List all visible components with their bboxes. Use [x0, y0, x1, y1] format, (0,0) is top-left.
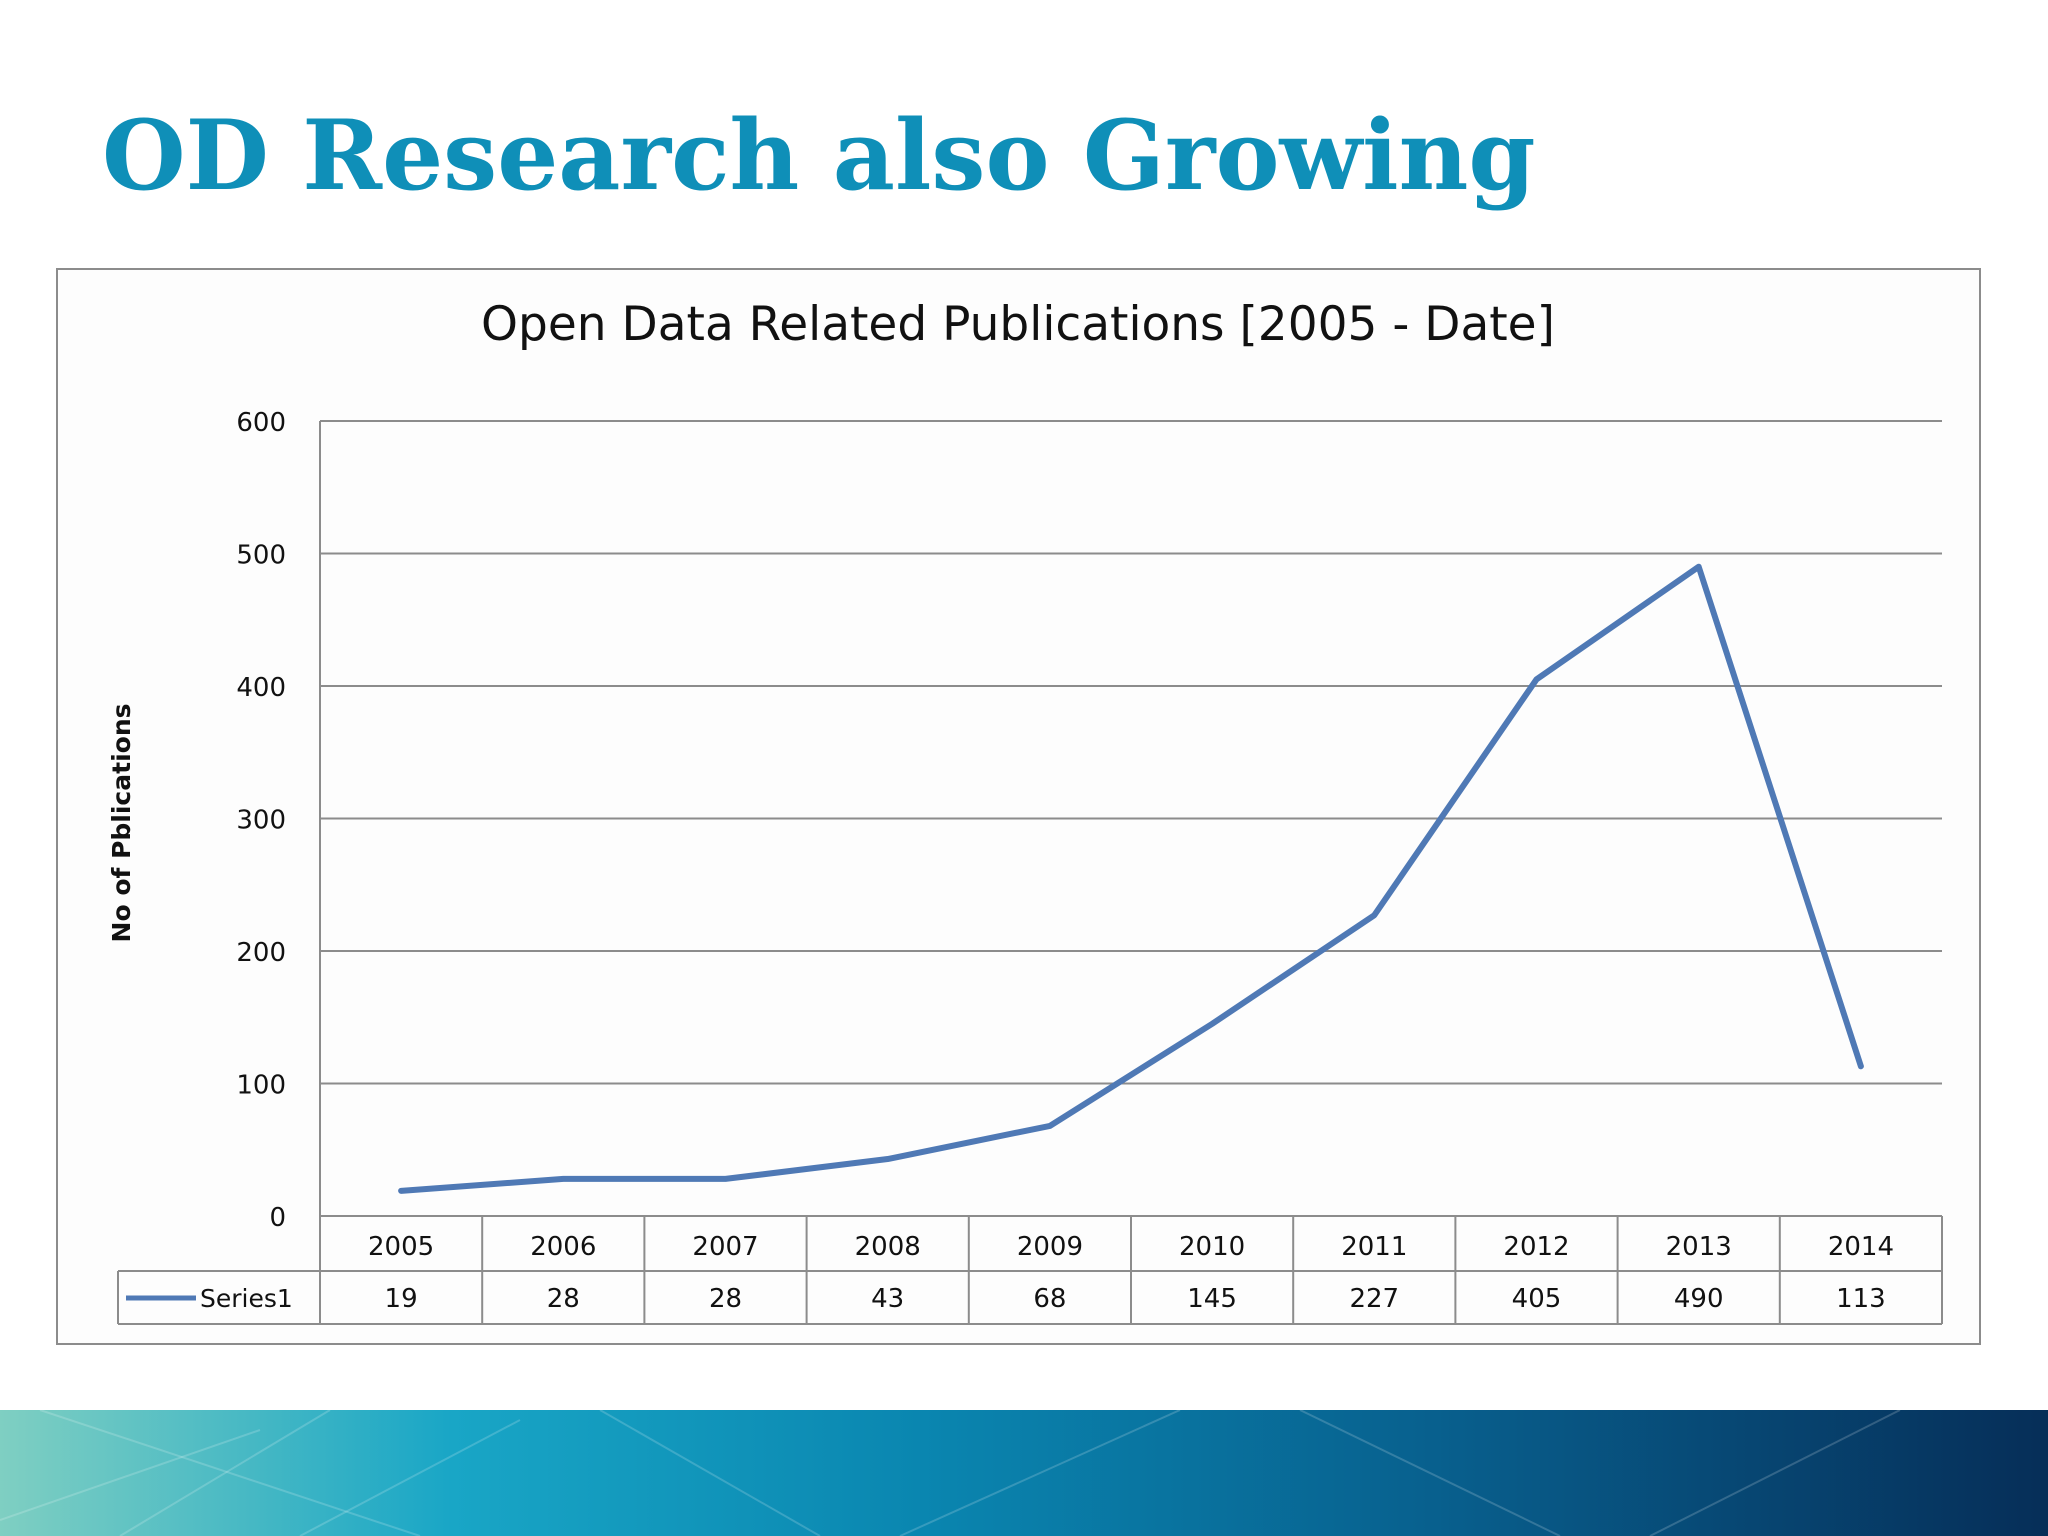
data-table: 2005 2006 2007 2008 2009 2010 2011 2012 2013 2014…: [117, 1215, 1943, 1325]
data-point: [1858, 1064, 1863, 1069]
y-tick-label: 100: [236, 1071, 286, 1101]
data-point: [1534, 677, 1539, 682]
y-axis-label: No of Pblications: [107, 704, 136, 943]
data-point: [1047, 1123, 1052, 1128]
x-tick-label: 2010: [1179, 1232, 1245, 1262]
data-label: 43: [871, 1284, 904, 1314]
y-tick-label: 300: [236, 806, 286, 836]
data-point: [399, 1188, 404, 1193]
data-point: [723, 1176, 728, 1181]
footer-pattern: [0, 1410, 1901, 1536]
x-tick-label: 2008: [855, 1232, 921, 1262]
y-tick-label: 500: [236, 541, 286, 571]
data-label: 405: [1512, 1284, 1562, 1314]
chart-frame: Open Data Related Publications [2005 - D…: [56, 268, 1981, 1345]
data-label: 19: [385, 1284, 418, 1314]
data-label: 68: [1033, 1284, 1066, 1314]
x-tick-label: 2011: [1341, 1232, 1407, 1262]
legend-label: Series1: [200, 1284, 293, 1313]
x-tick-label: 2006: [530, 1232, 596, 1262]
data-label: 28: [709, 1284, 742, 1314]
data-point: [561, 1176, 566, 1181]
y-tick-label: 400: [236, 673, 286, 703]
x-tick-label: 2013: [1666, 1232, 1732, 1262]
x-tick-label: 2005: [368, 1232, 434, 1262]
data-label: 227: [1349, 1284, 1399, 1314]
gridlines: [319, 420, 1942, 1216]
data-label: 113: [1836, 1284, 1886, 1314]
footer-band: [0, 1410, 2048, 1536]
slide-title: OD Research also Growing: [102, 99, 1536, 212]
line-chart: Open Data Related Publications [2005 - D…: [107, 297, 1943, 1325]
x-tick-label: 2014: [1828, 1232, 1894, 1262]
y-tick-label: 0: [269, 1203, 286, 1233]
y-tick-label: 600: [236, 408, 286, 438]
data-point: [1696, 564, 1701, 569]
data-label: 490: [1674, 1284, 1724, 1314]
data-label: 28: [547, 1284, 580, 1314]
series-layer: [398, 563, 1864, 1194]
data-point: [1210, 1021, 1215, 1026]
x-tick-label: 2009: [1017, 1232, 1083, 1262]
data-point: [1372, 913, 1377, 918]
chart-title: Open Data Related Publications [2005 - D…: [481, 297, 1555, 352]
data-point: [885, 1157, 890, 1162]
x-tick-label: 2012: [1503, 1232, 1569, 1262]
y-tick-labels: 0 100 200 300 400 500 600: [236, 408, 286, 1233]
series-line: [398, 563, 1864, 1194]
x-tick-label: 2007: [692, 1232, 758, 1262]
data-label: 145: [1187, 1284, 1237, 1314]
y-tick-label: 200: [236, 938, 286, 968]
